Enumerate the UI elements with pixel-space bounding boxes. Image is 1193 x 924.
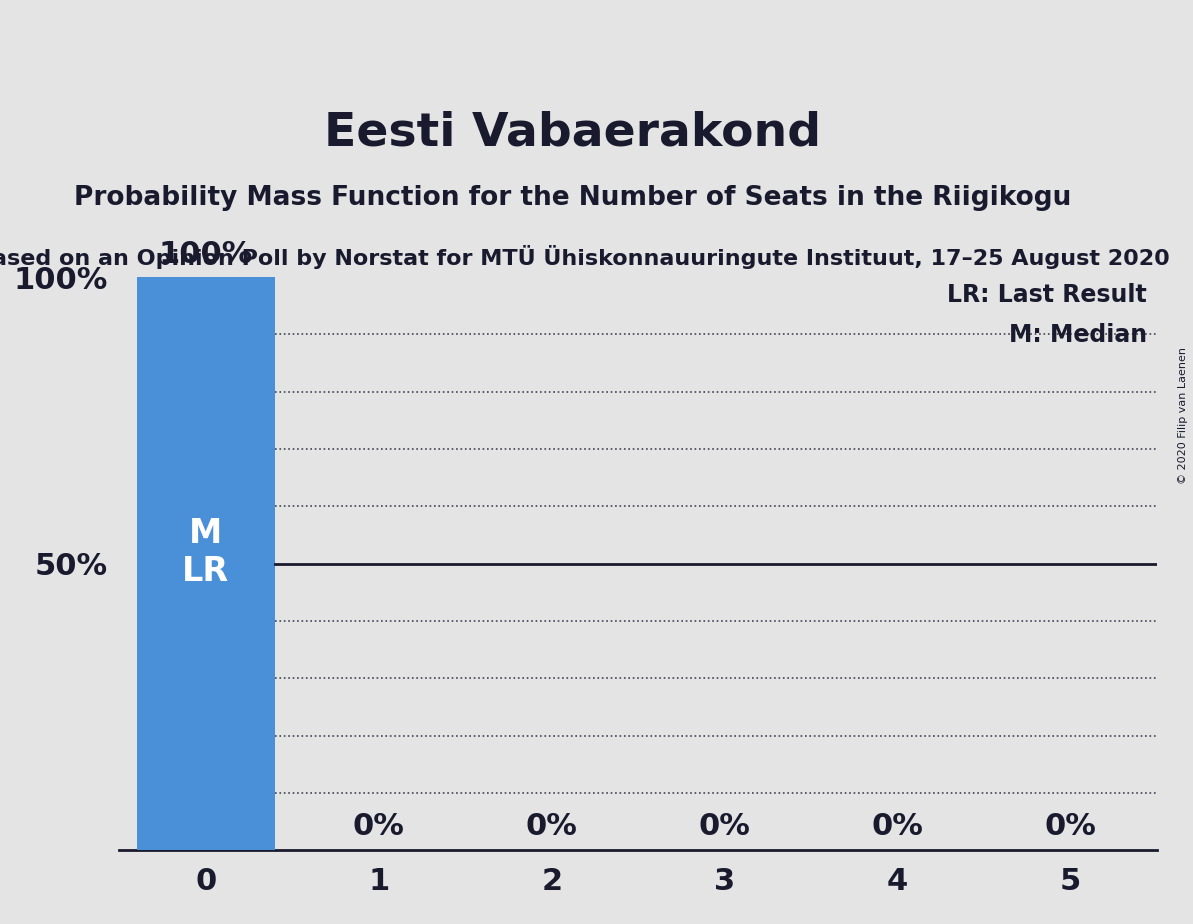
Text: Based on an Opinion Poll by Norstat for MTÜ Ühiskonnauuringute Instituut, 17–25 : Based on an Opinion Poll by Norstat for … — [0, 245, 1170, 269]
Text: Eesti Vabaerakond: Eesti Vabaerakond — [324, 111, 821, 156]
Text: M
LR: M LR — [183, 517, 229, 588]
Text: © 2020 Filip van Laenen: © 2020 Filip van Laenen — [1179, 347, 1188, 484]
Bar — [136, 277, 274, 850]
Text: 0%: 0% — [353, 812, 404, 842]
Text: 0%: 0% — [872, 812, 923, 842]
Text: LR: Last Result: LR: Last Result — [947, 283, 1146, 307]
Text: 0%: 0% — [699, 812, 750, 842]
Text: Probability Mass Function for the Number of Seats in the Riigikogu: Probability Mass Function for the Number… — [74, 185, 1071, 211]
Text: 0%: 0% — [1045, 812, 1096, 842]
Text: 100%: 100% — [159, 239, 253, 269]
Text: M: Median: M: Median — [1009, 323, 1146, 347]
Text: 0%: 0% — [526, 812, 577, 842]
